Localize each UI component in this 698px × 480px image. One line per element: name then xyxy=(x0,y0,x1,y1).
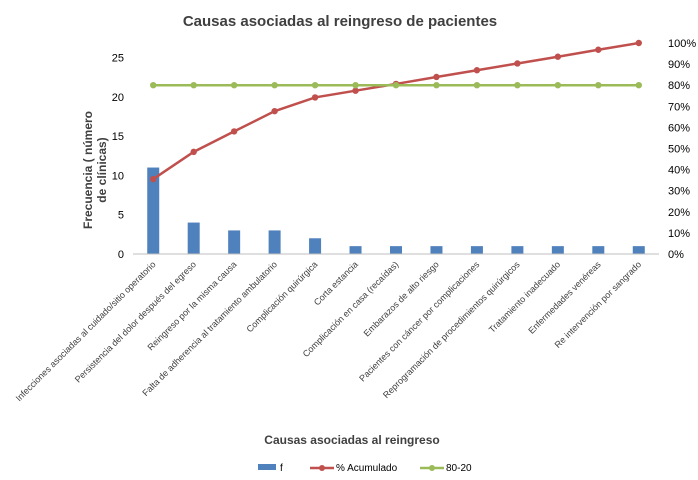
bar-f xyxy=(592,246,605,254)
y2-tick-label: 90% xyxy=(668,59,690,71)
legend-label-80-20: 80-20 xyxy=(446,463,472,474)
bar-f xyxy=(349,246,362,254)
point-pareto-80-20 xyxy=(311,82,319,89)
y-axis-title: Frecuencia ( número de clínicas) xyxy=(81,111,109,229)
chart-title: Causas asociadas al reingreso de pacient… xyxy=(183,13,497,30)
y2-tick-label: 40% xyxy=(668,165,690,177)
y-tick-label: 0 xyxy=(118,249,124,261)
y2-tick-label: 60% xyxy=(668,122,690,134)
y-axis-title-line2: de clínicas) xyxy=(95,137,109,202)
point-acumulado xyxy=(352,87,359,94)
bar-f xyxy=(632,246,645,254)
legend-swatch-f xyxy=(258,464,276,470)
x-tick-label: Complicación quirúrgica xyxy=(245,259,320,334)
point-acumulado xyxy=(595,46,602,53)
point-pareto-80-20 xyxy=(433,82,440,89)
x-axis-title: Causas asociadas al reingreso xyxy=(264,433,439,447)
y-tick-label: 15 xyxy=(112,131,124,143)
bar-f xyxy=(228,230,241,254)
legend-label-f: f xyxy=(280,463,283,474)
x-tick-label: Re intervención por sangrado xyxy=(553,259,644,350)
legend-marker-acumulado xyxy=(319,465,325,471)
legend: f % Acumulado 80-20 xyxy=(258,463,472,474)
bar-f xyxy=(390,246,402,254)
point-acumulado xyxy=(514,60,521,67)
point-acumulado xyxy=(433,73,440,81)
y2-tick-label: 0% xyxy=(668,249,684,261)
legend-label-acumulado: % Acumulado xyxy=(336,463,398,474)
x-tick-label: Reprogramación de procedimientos quirúrg… xyxy=(381,259,522,400)
x-tick-label: Embarazos de alto riesgo xyxy=(362,259,441,338)
point-pareto-80-20 xyxy=(271,82,278,89)
y2-tick-label: 20% xyxy=(668,207,690,219)
point-pareto-80-20 xyxy=(150,82,157,89)
x-tick-label: Tratamiento inadecuado xyxy=(487,259,562,334)
y2-tick-label: 50% xyxy=(668,144,690,156)
point-acumulado xyxy=(271,107,278,115)
y2-tick-label: 100% xyxy=(668,38,696,50)
bar-f xyxy=(187,222,200,254)
bar-f xyxy=(551,246,564,254)
y-tick-label: 20 xyxy=(112,92,124,104)
point-acumulado xyxy=(554,53,562,60)
y2-tick-label: 10% xyxy=(668,228,690,240)
point-pareto-80-20 xyxy=(352,82,359,89)
point-pareto-80-20 xyxy=(554,82,562,89)
point-acumulado xyxy=(635,39,642,47)
point-acumulado xyxy=(473,67,481,74)
y2-tick-label: 70% xyxy=(668,101,690,113)
x-tick-label: Infecciones asociadas al cuidado/sitio o… xyxy=(14,259,158,403)
bar-f xyxy=(147,167,160,254)
point-pareto-80-20 xyxy=(595,82,602,89)
line-acumulado xyxy=(152,41,639,181)
bar-f xyxy=(430,246,443,254)
y2-tick-label: 80% xyxy=(668,80,690,92)
point-pareto-80-20 xyxy=(635,82,642,89)
bar-f xyxy=(470,246,483,254)
y-tick-label: 10 xyxy=(112,170,124,182)
bar-f xyxy=(309,238,322,254)
y-axis-title-line1: Frecuencia ( número xyxy=(81,111,95,229)
y-tick-label: 25 xyxy=(112,53,124,65)
x-tick-label: Enfermedades venéreas xyxy=(526,259,603,336)
legend-marker-80-20 xyxy=(429,465,435,471)
bar-f xyxy=(268,230,281,254)
point-pareto-80-20 xyxy=(473,82,481,89)
y2-tick-label: 30% xyxy=(668,186,690,198)
point-acumulado xyxy=(150,175,157,183)
point-pareto-80-20 xyxy=(392,82,400,89)
y-tick-label: 5 xyxy=(118,210,124,222)
bar-f xyxy=(511,246,524,254)
plot-area: 0 5 10 15 20 25 0% 10% 20% 30% 40% 50% 60% 70% 80% 90% 1… xyxy=(14,38,697,403)
point-acumulado xyxy=(311,94,319,101)
point-pareto-80-20 xyxy=(230,82,238,89)
point-acumulado xyxy=(190,148,197,156)
point-pareto-80-20 xyxy=(514,82,521,89)
point-acumulado xyxy=(230,128,238,135)
point-pareto-80-20 xyxy=(190,82,197,89)
